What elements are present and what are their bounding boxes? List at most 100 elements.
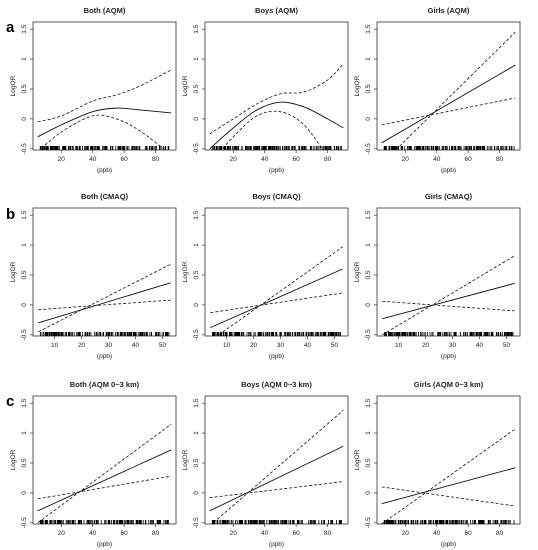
y-tick-label: 1 xyxy=(21,431,28,435)
confidence-bound-line xyxy=(37,423,172,524)
plot-frame xyxy=(204,395,349,525)
y-tick-label: 1.5 xyxy=(193,24,200,33)
y-tick-label: 1.5 xyxy=(365,210,372,219)
series-group xyxy=(38,263,171,333)
y-axis-label: LogOR xyxy=(354,75,361,96)
x-tick-label: 20 xyxy=(250,342,258,349)
y-tick-label: -0.5 xyxy=(193,329,200,341)
y-tick-label: 1.5 xyxy=(21,210,28,219)
confidence-bound-line xyxy=(382,300,515,312)
y-tick-label: 0 xyxy=(21,117,28,121)
plot-frame xyxy=(32,395,177,525)
x-tick-label: 60 xyxy=(293,530,301,537)
plot-frame xyxy=(376,207,521,337)
series-group xyxy=(209,63,344,150)
confidence-bound-line xyxy=(38,263,171,333)
x-axis-label: (ppb) xyxy=(441,541,456,548)
x-tick-label: 40 xyxy=(261,530,269,537)
plot-frame xyxy=(32,207,177,337)
y-tick-label: -0.5 xyxy=(365,517,372,529)
y-axis-label: LogOR xyxy=(10,261,17,282)
rug-ticks xyxy=(39,146,170,150)
y-tick-label: -0.5 xyxy=(365,143,372,155)
confidence-bound-line xyxy=(209,63,344,135)
y-tick-label: 0.5 xyxy=(365,84,372,93)
rug xyxy=(39,520,169,524)
x-tick-label: 80 xyxy=(152,530,160,537)
x-tick-label: 40 xyxy=(304,342,312,349)
estimate-line xyxy=(209,101,344,150)
y-tick-label: -0.5 xyxy=(193,143,200,155)
y-tick-label: 0.5 xyxy=(21,458,28,467)
x-axis-label: (ppb) xyxy=(269,541,284,548)
y-tick-label: 1.5 xyxy=(365,398,372,407)
confidence-bound-line xyxy=(381,97,516,126)
confidence-bound-line xyxy=(395,31,516,150)
estimate-line xyxy=(38,282,171,324)
rug-ticks xyxy=(211,146,342,150)
y-tick-label: 1.5 xyxy=(21,24,28,33)
y-tick-label: 1 xyxy=(365,57,372,61)
chart-title: Both (AQM 0~3 km) xyxy=(70,380,140,389)
x-tick-label: 20 xyxy=(230,156,238,163)
x-tick-label: 80 xyxy=(496,530,504,537)
x-tick-label: 40 xyxy=(433,530,441,537)
rug-ticks xyxy=(39,520,169,524)
x-tick-label: 60 xyxy=(121,156,129,163)
x-axis-label: (ppb) xyxy=(97,353,112,360)
y-tick-label: -0.5 xyxy=(365,329,372,341)
estimate-line xyxy=(37,107,172,138)
x-axis-label: (ppb) xyxy=(97,541,112,548)
x-tick-label: 40 xyxy=(132,342,140,349)
x-tick-label: 30 xyxy=(277,342,285,349)
x-tick-label: 50 xyxy=(331,342,339,349)
x-tick-label: 30 xyxy=(449,342,457,349)
x-tick-label: 20 xyxy=(402,156,410,163)
series-group xyxy=(381,428,516,524)
rug xyxy=(383,146,515,150)
rug xyxy=(39,332,170,336)
x-tick-label: 40 xyxy=(261,156,269,163)
y-tick-label: 1.5 xyxy=(193,398,200,407)
y-tick-label: 0.5 xyxy=(21,84,28,93)
x-tick-label: 60 xyxy=(121,530,129,537)
x-tick-label: 60 xyxy=(465,530,473,537)
chart-panel: Girls (AQM 0~3 km) -0.5 0 0.5 1 1.5 20 40 60 80 (p… xyxy=(354,380,521,548)
plot-frame xyxy=(376,395,521,525)
x-tick-label: 40 xyxy=(476,342,484,349)
y-tick-label: 1.5 xyxy=(365,24,372,33)
y-tick-label: 0 xyxy=(21,303,28,307)
estimate-line xyxy=(37,449,172,512)
chart-panel: Boys (CMAQ) -0.5 0 0.5 1 1.5 10 20 30 40 50 (ppb) Lo… xyxy=(182,192,349,360)
series-group xyxy=(209,410,344,524)
y-tick-label: 0.5 xyxy=(365,270,372,279)
chart-panel: Boys (AQM) -0.5 0 0.5 1 1.5 20 40 60 80 (ppb) LogOR xyxy=(182,6,349,174)
y-tick-label: 0 xyxy=(365,303,372,307)
confidence-bound-line xyxy=(216,246,343,336)
x-tick-label: 40 xyxy=(433,156,441,163)
y-axis-label: LogOR xyxy=(182,261,189,282)
rug-ticks xyxy=(383,520,515,524)
confidence-bound-line xyxy=(211,410,344,524)
x-axis-label: (ppb) xyxy=(269,167,284,174)
rug-ticks xyxy=(383,146,515,150)
x-tick-label: 80 xyxy=(496,156,504,163)
y-tick-label: 0.5 xyxy=(193,458,200,467)
y-tick-label: 0.5 xyxy=(193,270,200,279)
x-tick-label: 80 xyxy=(324,530,332,537)
x-tick-label: 60 xyxy=(465,156,473,163)
chart-title: Girls (AQM) xyxy=(428,6,470,15)
y-tick-label: 1 xyxy=(365,431,372,435)
x-tick-label: 20 xyxy=(402,530,410,537)
x-tick-label: 20 xyxy=(230,530,238,537)
chart-title: Boys (CMAQ) xyxy=(252,192,301,201)
x-axis-label: (ppb) xyxy=(269,353,284,360)
y-tick-label: 0.5 xyxy=(365,458,372,467)
rug xyxy=(39,146,170,150)
x-tick-label: 80 xyxy=(324,156,332,163)
y-tick-label: 1 xyxy=(193,57,200,61)
chart-panel: Both (CMAQ) -0.5 0 0.5 1 1.5 10 20 30 40 50 (ppb) Lo… xyxy=(10,192,177,360)
confidence-bound-line xyxy=(210,292,343,314)
rug-ticks xyxy=(211,520,342,524)
rug-ticks xyxy=(384,332,514,336)
